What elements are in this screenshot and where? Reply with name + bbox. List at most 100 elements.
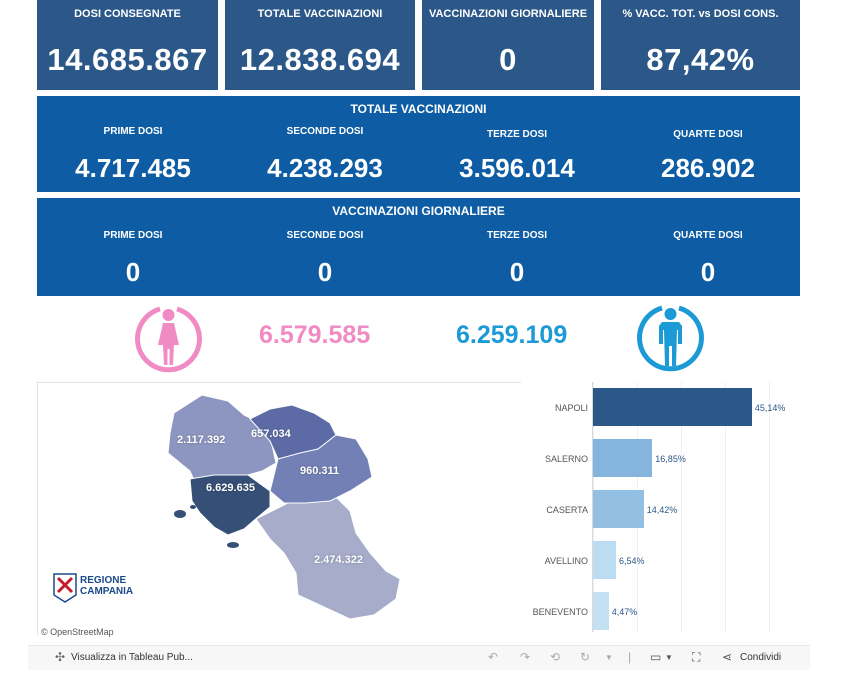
bar-category-label: AVELLINO [544,556,588,566]
y-axis-line [592,382,593,632]
bar[interactable] [593,388,752,426]
share-button[interactable]: Condividi [740,652,782,663]
kpi-value: 87,42% [646,42,755,77]
refresh-icon[interactable]: ↻ [580,650,591,664]
col-value: 0 [509,257,525,287]
province-bar-chart: NAPOLI 45,14% SALERNO 16,85% CASERTA 14,42% AV… [520,382,800,634]
bar-category-label: SALERNO [544,454,588,464]
grid-line [681,382,682,632]
terze-dosi: TERZE DOSI 3.596.014 [437,129,597,184]
col-label: QUARTE DOSI [673,129,743,140]
vaccinazioni-giornaliere-panel: VACCINAZIONI GIORNALIERE PRIME DOSI 0 SE… [37,198,800,296]
terze-dosi: TERZE DOSI 0 [437,230,597,288]
col-value: 0 [125,257,141,287]
bar-value-label: 4,47% [611,607,638,617]
grid-line [769,382,770,632]
col-label: TERZE DOSI [486,230,547,241]
comment-icon[interactable]: ▭ [650,650,662,664]
comment-chevron-icon[interactable]: ▼ [665,653,673,662]
region-caserta [167,394,277,486]
panel-title: TOTALE VACCINAZIONI [350,102,487,116]
bar-value-label: 16,85% [655,454,686,464]
kpi-label: DOSI CONSEGNATE [74,8,181,20]
island-ischia [174,510,186,518]
region-avellino [269,434,373,504]
map-label-caserta: 2.117.392 [177,434,226,446]
bar-row[interactable]: NAPOLI 45,14% [520,388,800,428]
col-value: 286.902 [661,153,755,183]
campania-map[interactable]: 2.117.392 657.034 960.311 6.629.635 2.47… [37,382,521,637]
island-capri [227,542,239,548]
kpi-percentuale: % VACC. TOT. vs DOSI CONS. 87,42% [601,0,800,90]
col-value: 0 [317,257,333,287]
grid-line [725,382,726,632]
col-label: SECONDE DOSI [286,230,364,241]
seconde-dosi: SECONDE DOSI 0 [245,230,405,288]
panel-title: VACCINAZIONI GIORNALIERE [332,204,505,218]
map-label-benevento: 657.034 [251,428,291,440]
dropdown-chevron-icon[interactable]: ▼ [605,653,613,662]
map-shapes [167,394,401,620]
undo-icon[interactable]: ↶ [488,650,499,664]
prime-dosi: PRIME DOSI 4.717.485 [53,126,213,184]
male-icon [637,305,704,372]
col-value: 0 [700,257,716,287]
map-label-avellino: 960.311 [300,465,340,477]
col-value: 3.596.014 [459,153,575,183]
tableau-logo-icon: ✣ [55,650,66,664]
bar[interactable] [593,490,644,528]
male-count: 6.259.109 [456,321,568,349]
bar-row[interactable]: BENEVENTO 4,47% [520,592,800,632]
kpi-value: 14.685.867 [47,42,208,77]
col-value: 4.238.293 [267,153,383,183]
totale-vaccinazioni-panel: TOTALE VACCINAZIONI PRIME DOSI 4.717.485… [37,96,800,192]
col-label: QUARTE DOSI [673,230,743,241]
map-attribution[interactable]: © OpenStreetMap [41,627,114,637]
map-label-napoli: 6.629.635 [206,482,255,494]
bar-value-label: 14,42% [646,505,678,515]
revert-icon[interactable]: ⟲ [550,650,561,664]
fullscreen-icon[interactable]: ⛶ [692,650,701,664]
female-icon [135,306,202,373]
map-label-salerno: 2.474.322 [314,554,363,566]
view-in-tableau-link[interactable]: Visualizza in Tableau Pub... [71,652,193,663]
logo-line1: REGIONE [80,575,127,586]
bar-value-label: 6,54% [619,556,645,566]
col-value: 4.717.485 [75,153,191,183]
kpi-label: % VACC. TOT. vs DOSI CONS. [622,8,779,20]
bar-category-label: CASERTA [546,505,588,515]
quarte-dosi: QUARTE DOSI 0 [628,230,788,288]
bar-row[interactable]: SALERNO 16,85% [520,439,800,479]
kpi-totale-vaccinazioni: TOTALE VACCINAZIONI 12.838.694 [225,0,415,90]
col-label: TERZE DOSI [486,129,547,140]
quarte-dosi: QUARTE DOSI 286.902 [628,129,788,184]
campania-emblem-icon [53,573,77,603]
kpi-label: TOTALE VACCINAZIONI [257,8,383,20]
kpi-vaccinazioni-giornaliere: VACCINAZIONI GIORNALIERE 0 [422,0,594,90]
female-count: 6.579.585 [259,321,371,349]
col-label: PRIME DOSI [103,230,163,241]
bar-row[interactable]: AVELLINO 6,54% [520,541,800,581]
kpi-dosi-consegnate: DOSI CONSEGNATE 14.685.867 [37,0,218,90]
bar-value-label: 45,14% [754,403,786,413]
share-icon[interactable]: ⋖ [722,650,733,664]
bar-category-label: BENEVENTO [532,607,588,617]
redo-icon[interactable]: ↷ [520,650,531,664]
logo-line2: CAMPANIA [80,586,134,597]
tableau-toolbar: ✣ Visualizza in Tableau Pub... ↶ ↷ ⟲ ↻ ▼… [28,645,810,670]
divider: | [628,650,632,664]
col-label: SECONDE DOSI [286,126,364,137]
prime-dosi: PRIME DOSI 0 [53,230,213,288]
seconde-dosi: SECONDE DOSI 4.238.293 [245,126,405,184]
region-napoli [189,474,271,536]
col-label: PRIME DOSI [103,126,163,137]
kpi-label: VACCINAZIONI GIORNALIERE [428,8,588,20]
bar[interactable] [593,592,609,630]
kpi-value: 12.838.694 [239,42,401,77]
bar[interactable] [593,541,617,579]
kpi-value: 0 [499,42,517,77]
bar[interactable] [593,439,653,477]
island-procida [190,505,196,509]
bar-row[interactable]: CASERTA 14,42% [520,490,800,530]
bar-category-label: NAPOLI [554,403,588,413]
